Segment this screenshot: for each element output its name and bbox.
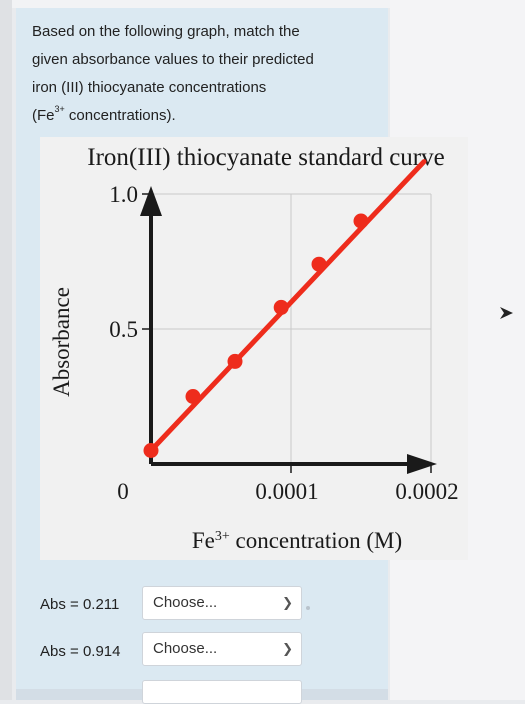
abs-row-2-label: Abs = 0.914 [40, 643, 121, 660]
x-label-fe: Fe [192, 528, 215, 553]
abs-row-1-select-value: Choose... [153, 594, 218, 611]
chart-title: Iron(III) thiocyanate standard curve [87, 144, 444, 171]
grid-layer [151, 193, 432, 464]
x-tick-label-2: 0.0002 [395, 479, 458, 504]
left-edge [0, 0, 12, 700]
y-tick-label-0: 0.5 [109, 317, 138, 342]
x-label-sup: 3+ [215, 529, 230, 544]
question-fe: (Fe [32, 107, 55, 124]
question-line-1: Based on the following graph, match the [32, 23, 300, 40]
abs-row-2-select[interactable]: Choose... ❯ [142, 632, 302, 666]
question-line-4: (Fe3+ concentrations). [32, 102, 372, 130]
x-axis-arrow [407, 454, 437, 474]
tick-layer: 0.5 1.0 0 0.0001 0.0002 [109, 182, 458, 504]
x-label-suffix: concentration (M) [230, 528, 402, 553]
x-tick-label-1: 0.0001 [255, 479, 318, 504]
data-point-4 [311, 256, 327, 272]
question-text: Based on the following graph, match the … [32, 18, 372, 130]
y-axis-label: Absorbance [49, 287, 74, 397]
question-line-3: iron (III) thiocyanate concentrations [32, 79, 267, 96]
chevron-down-icon: ❯ [282, 595, 293, 610]
top-strip [0, 0, 525, 8]
standard-curve-chart: Iron(III) thiocyanate standard curve Abs… [49, 144, 459, 553]
y-axis-arrow [140, 186, 162, 216]
x-tick-label-0: 0 [117, 479, 129, 504]
chevron-down-icon: ❯ [282, 641, 293, 656]
abs-row-1-select[interactable]: Choose... ❯ [142, 586, 302, 620]
data-point-1 [185, 389, 201, 404]
chart-card: Iron(III) thiocyanate standard curve Abs… [40, 137, 468, 560]
data-layer [143, 159, 427, 458]
question-line-2: given absorbance values to their predict… [32, 51, 314, 68]
row-1-indicator [306, 606, 310, 610]
y-tick-label-1: 1.0 [109, 182, 138, 207]
axis-layer [140, 186, 437, 474]
data-point-5 [353, 213, 369, 229]
question-suffix: concentrations). [64, 107, 176, 124]
data-point-3 [273, 299, 289, 315]
data-point-0 [143, 443, 159, 458]
abs-row-1-label: Abs = 0.211 [40, 596, 120, 613]
question-superscript: 3+ [54, 104, 65, 114]
data-point-2 [227, 353, 243, 369]
abs-row-3-select[interactable] [142, 680, 302, 704]
abs-row-2-select-value: Choose... [153, 640, 218, 657]
x-axis-label: Fe3+ concentration (M) [192, 528, 402, 553]
cursor-arrow-icon [500, 307, 513, 319]
